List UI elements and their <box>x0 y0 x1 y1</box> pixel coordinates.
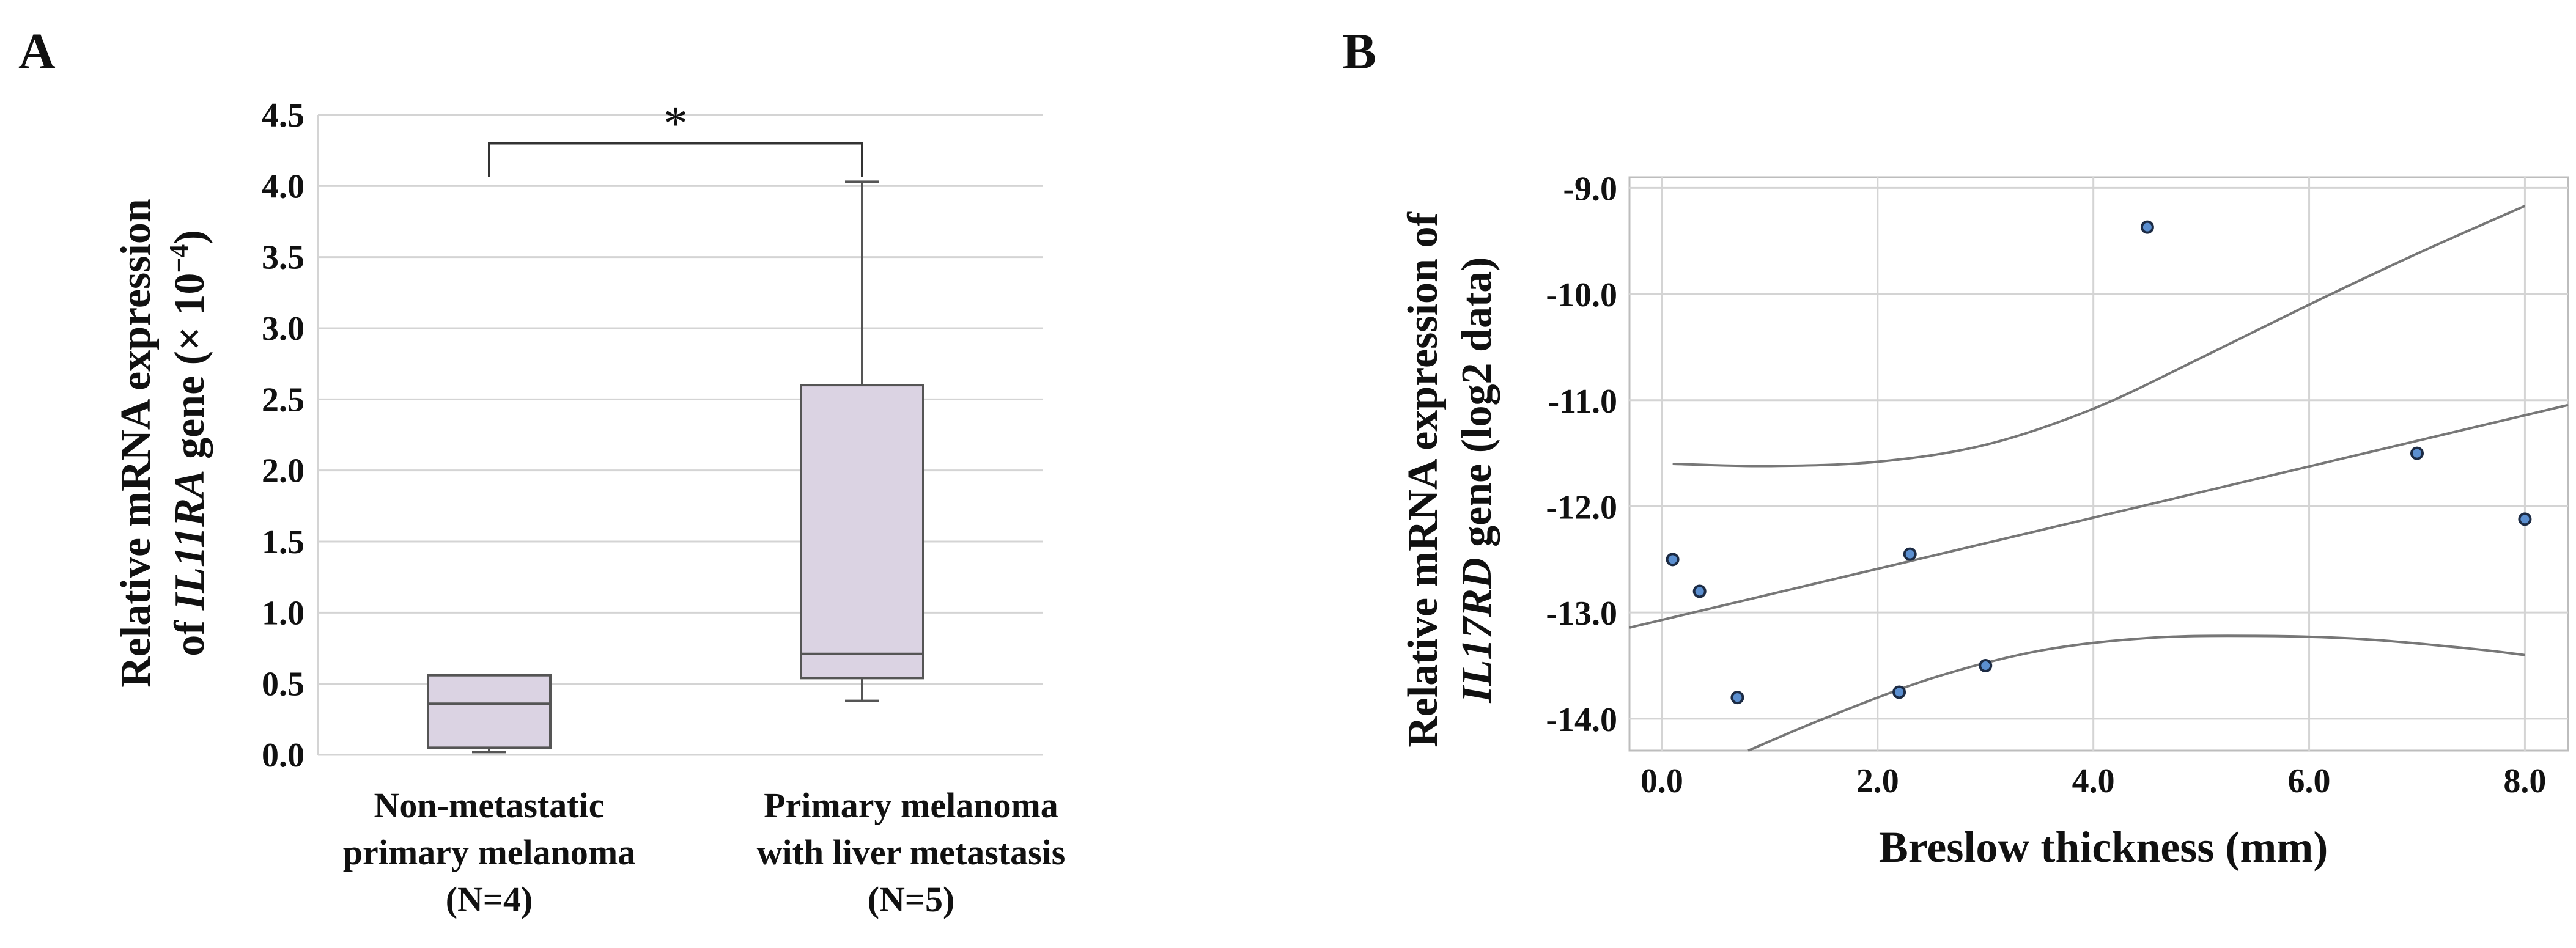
svg-text:IL17RD gene (log2 data): IL17RD gene (log2 data) <box>1453 257 1500 703</box>
a-y-tick-label: 2.5 <box>262 381 304 419</box>
data-point <box>1892 685 1906 699</box>
data-point <box>1666 553 1680 567</box>
a-y-tick-label: 1.0 <box>262 594 304 632</box>
data-point <box>1903 547 1917 561</box>
a-y-tick-labels: 0.0 0.5 1.0 1.5 2.0 2.5 3.0 3.5 4.0 4.5 <box>262 97 304 774</box>
panel-a-label: A <box>18 23 56 80</box>
data-point <box>2518 512 2532 526</box>
svg-text:of IL11RA gene (× 10−4): of IL11RA gene (× 10−4) <box>164 230 213 656</box>
a-cat0-line2: primary melanoma <box>343 832 635 872</box>
a-y-tick-label: 4.0 <box>262 167 304 205</box>
a-cat0-line3: (N=4) <box>446 880 533 919</box>
a-boxes <box>427 180 924 754</box>
box-iqr <box>800 384 924 680</box>
b-y-tick-label: -9.0 <box>1563 170 1617 208</box>
b-y-tick-label: -10.0 <box>1546 276 1617 314</box>
a-y-title-unit: gene (× 10 <box>166 273 213 470</box>
b-y-title-gene: IL17RD <box>1453 557 1500 703</box>
significance-line <box>488 142 863 177</box>
box-0 <box>427 674 552 754</box>
data-point <box>1979 659 1993 673</box>
a-y-tick-label: 4.5 <box>262 97 304 134</box>
b-data-points <box>1666 220 2532 705</box>
data-point <box>2410 446 2424 460</box>
data-point <box>2140 220 2154 234</box>
lower-confidence-curve <box>1747 634 2525 752</box>
b-plot-frame <box>1628 176 2569 752</box>
box-plot-panel: 0.0 0.5 1.0 1.5 2.0 2.5 3.0 3.5 4.0 4.5 Relative … <box>113 97 1065 919</box>
scatter-plot-panel: -9.0 -10.0 -11.0 -12.0 -13.0 -14.0 0.0 2.0 4.0 6… <box>1400 170 2569 872</box>
a-y-title-line1: Relative mRNA expression <box>113 199 160 688</box>
svg-text:Relative mRNA expression: Relative mRNA expression <box>113 199 160 688</box>
significance-bracket: * <box>488 97 863 177</box>
b-y-title-line1: Relative mRNA expression of <box>1400 212 1447 748</box>
panel-b-label: B <box>1342 23 1376 80</box>
a-y-tick-label: 0.0 <box>262 737 304 774</box>
a-category-0-label: Non-metastatic primary melanoma (N=4) <box>343 785 635 919</box>
a-y-title-close: ) <box>166 230 213 244</box>
a-gridlines <box>317 114 1043 756</box>
b-y-tick-label: -14.0 <box>1546 701 1617 739</box>
a-cat1-line3: (N=5) <box>868 880 955 919</box>
data-point <box>1730 691 1744 705</box>
a-y-tick-label: 1.5 <box>262 523 304 561</box>
data-point <box>1692 584 1707 598</box>
a-y-tick-label: 3.5 <box>262 239 304 277</box>
b-y-title-rest: gene (log2 data) <box>1453 257 1500 557</box>
a-y-title-of: of <box>166 610 213 656</box>
b-y-axis-title: Relative mRNA expression of IL17RD gene … <box>1400 212 1500 748</box>
b-x-axis-title: Breslow thickness (mm) <box>1879 823 2328 872</box>
significance-star: * <box>663 97 688 151</box>
box-iqr <box>427 674 552 749</box>
a-cat0-line1: Non-metastatic <box>374 785 605 825</box>
box-1 <box>800 180 924 702</box>
svg-text:Relative mRNA expression of: Relative mRNA expression of <box>1400 212 1447 748</box>
b-x-tick-labels: 0.0 2.0 4.0 6.0 8.0 <box>1640 762 2546 800</box>
b-y-tick-labels: -9.0 -10.0 -11.0 -12.0 -13.0 -14.0 <box>1546 170 1617 739</box>
a-y-title-exponent: −4 <box>164 244 194 273</box>
b-gridlines <box>1629 177 2568 751</box>
regression-line <box>1629 403 2569 629</box>
a-cat1-line1: Primary melanoma <box>764 785 1058 825</box>
a-y-tick-label: 3.0 <box>262 310 304 348</box>
a-y-axis-title: Relative mRNA expression of IL11RA gene … <box>113 199 213 688</box>
b-x-tick-label: 0.0 <box>1640 762 1683 800</box>
b-x-tick-label: 8.0 <box>2503 762 2546 800</box>
b-x-tick-label: 4.0 <box>2072 762 2115 800</box>
a-y-tick-label: 2.0 <box>262 452 304 490</box>
upper-confidence-curve <box>1672 205 2526 468</box>
a-y-tick-label: 0.5 <box>262 666 304 704</box>
b-x-tick-label: 2.0 <box>1856 762 1899 800</box>
a-category-1-label: Primary melanoma with liver metastasis (… <box>757 785 1066 919</box>
b-x-tick-label: 6.0 <box>2288 762 2331 800</box>
b-y-tick-label: -13.0 <box>1546 595 1617 633</box>
a-y-title-gene: IL11RA <box>166 469 213 611</box>
b-y-tick-label: -12.0 <box>1546 488 1617 526</box>
b-y-tick-label: -11.0 <box>1548 383 1617 421</box>
a-cat1-line2: with liver metastasis <box>757 832 1066 872</box>
